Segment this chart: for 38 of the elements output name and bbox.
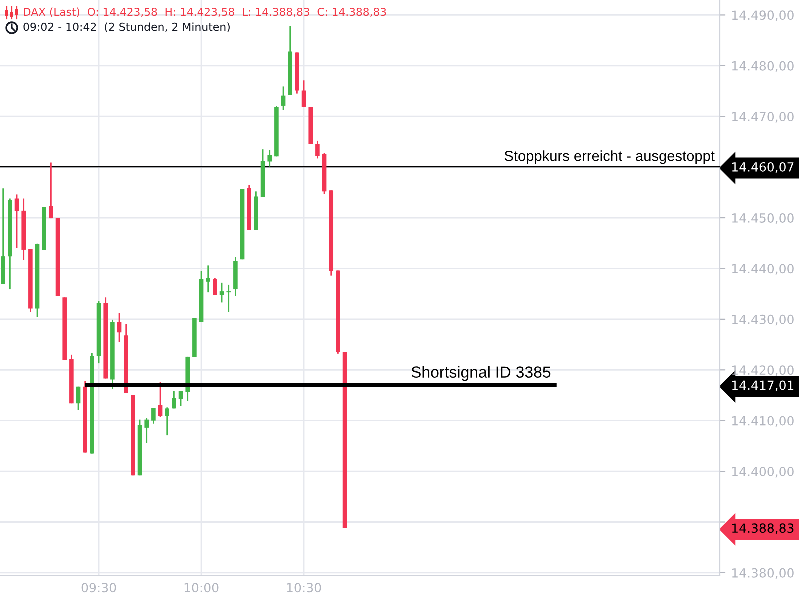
candlestick xyxy=(268,149,272,168)
y-tick-label: 14.450,00 xyxy=(732,214,794,224)
x-tick-label: 10:00 xyxy=(184,583,219,593)
candlestick xyxy=(76,386,81,411)
candlestick xyxy=(144,418,149,444)
y-tick-label: 14.417,01 xyxy=(732,380,794,392)
ref-line-label: Stoppkurs erreicht - ausgestoppt xyxy=(504,150,715,164)
candlestick xyxy=(226,284,232,314)
candlestick xyxy=(220,282,224,304)
y-tick-label: 14.470,00 xyxy=(732,112,794,123)
y-tick-label: 14.400,00 xyxy=(732,467,794,478)
text: 09:02 - 10:42 (2 Stunden, 2 Minuten) xyxy=(24,22,230,32)
candlestick xyxy=(172,390,176,410)
candlestick xyxy=(152,407,156,425)
candlestick xyxy=(14,194,20,250)
y-tick-label: 14.388,83 xyxy=(732,524,794,534)
candlestick xyxy=(302,80,306,108)
y-tick-label: 14.480,00 xyxy=(732,61,794,72)
candlestick xyxy=(281,86,286,111)
series-label: Shortsignal ID 3385 xyxy=(412,366,551,382)
candlestick xyxy=(178,390,184,407)
candlestick xyxy=(49,162,54,220)
candlestick xyxy=(117,312,122,343)
x-tick-label: 10:30 xyxy=(287,583,322,593)
y-tick-label: 14.440,00 xyxy=(732,264,794,275)
y-tick-label: 14.420,00 xyxy=(732,366,794,376)
candlestick xyxy=(158,382,163,418)
y-tick-label: 14.430,00 xyxy=(732,314,794,326)
candlestick xyxy=(316,140,320,160)
x-tick-label: 09:30 xyxy=(82,583,116,593)
y-tick-label: 14.490,00 xyxy=(732,10,794,22)
y-tick-label: 14.410,00 xyxy=(732,416,794,428)
candlestick xyxy=(213,278,218,296)
candlestick xyxy=(206,264,211,294)
y-tick-label: 14.380,00 xyxy=(732,568,794,580)
y-tick-label: 14.460,07 xyxy=(732,162,794,174)
candlestick xyxy=(165,406,170,436)
text: DAX (Last) O: 14.423,58 H: 14.423,58 L: 14.388,83 C: 14.388,83 xyxy=(24,8,386,18)
